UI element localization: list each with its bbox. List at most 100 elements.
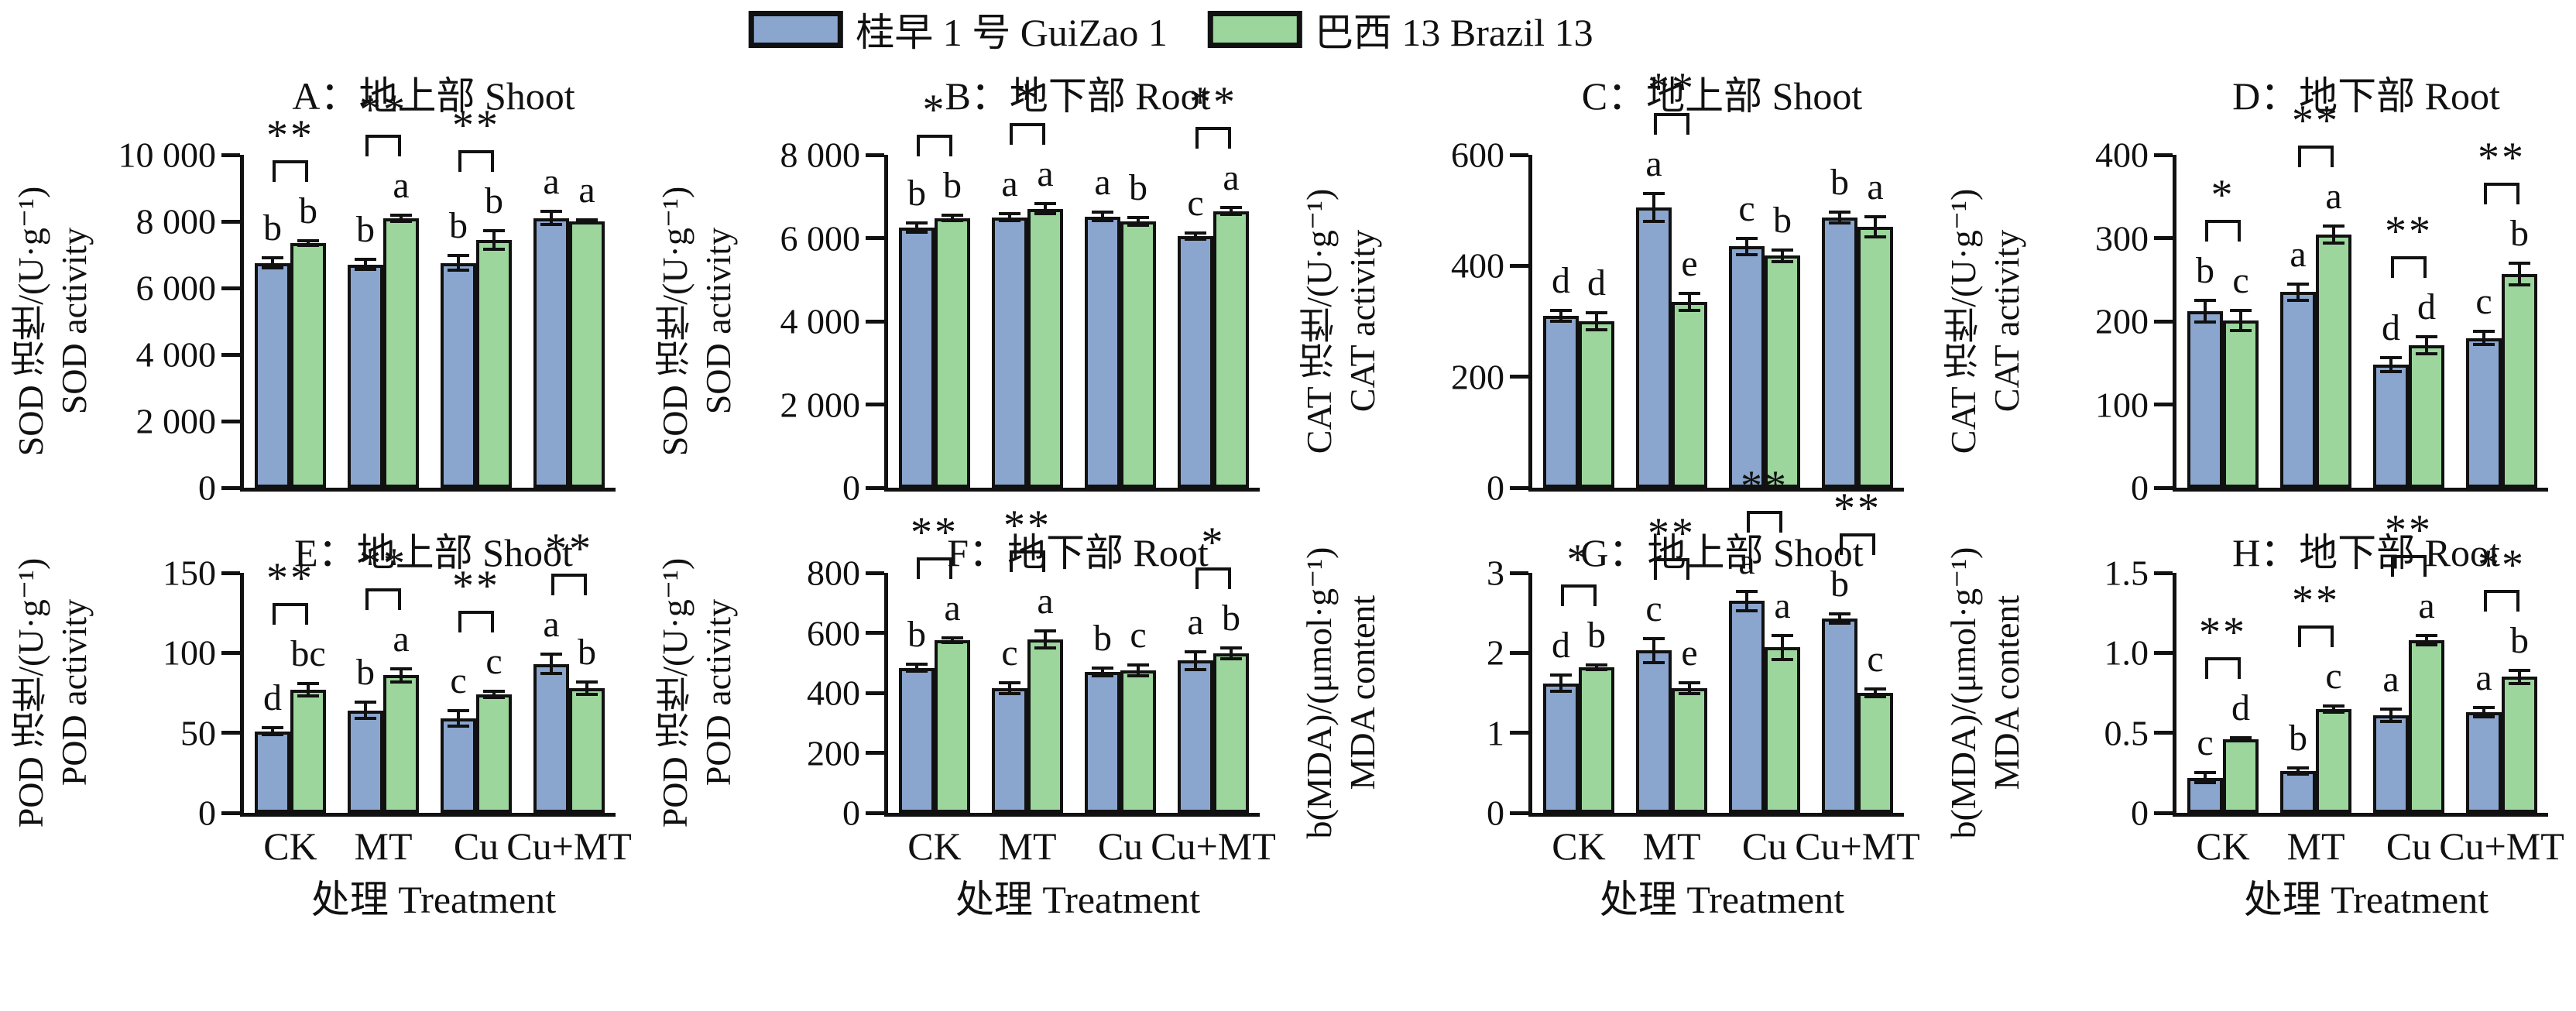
bar-guizao1 [1636,207,1672,488]
error-bar [915,664,918,672]
y-tick-label: 2 000 [135,401,217,441]
sig-bracket [1840,533,1875,536]
error-bar-cap [1127,223,1149,227]
y-tick [2154,236,2173,240]
sig-letter: a [1738,540,1755,582]
sig-letter: a [2418,584,2435,626]
y-tick-label: 6 000 [780,218,861,258]
sig-bracket-leg [2391,256,2394,279]
error-bar [1230,207,1233,215]
error-bar [1194,232,1197,240]
error-bar-cap [1550,673,1572,677]
error-bar-cap [1220,213,1242,217]
bar-guizao1 [533,663,569,813]
sig-bracket-leg [2331,625,2334,647]
y-axis-label-en: POD activity [698,599,739,787]
panel-title: D：地下部 Root [2232,74,2500,118]
y-tick-label: 0 [842,468,860,508]
y-tick-label: 0 [1487,793,1504,833]
sig-letter: b [263,207,282,249]
error-bar-cap [390,680,412,684]
sig-letter: c [2197,722,2214,764]
sig-stars: ** [2292,97,2340,146]
y-tick [866,811,884,815]
y-tick [221,419,240,423]
error-bar-cap [1736,608,1758,612]
error-bar-cap [355,268,376,272]
sig-bracket [551,574,587,577]
y-tick [866,571,884,575]
error-bar-cap [2380,356,2402,360]
panel-C: C：地上部 Shoot CAT 活性/(U·g⁻¹) CAT activity … [1288,0,1932,508]
sig-stars: ** [1189,77,1237,126]
sig-stars: ** [2385,506,2433,554]
y-axis-label-cn: POD 活性/(U·g⁻¹) [11,557,50,828]
sig-bracket-leg [1042,550,1045,573]
error-bar-cap [2287,299,2309,303]
panel-title: H：地下部 Root [2232,531,2500,574]
bar-brazil13 [2316,708,2351,813]
bar-guizao1 [1729,246,1765,488]
sig-letter: a [2325,176,2342,218]
error-bar-cap [2473,329,2495,333]
sig-stars: ** [2199,608,2247,656]
sig-letter: c [1001,632,1018,674]
sig-letter: c [1130,614,1147,656]
sig-letter: b [2510,212,2529,254]
error-bar-cap [1034,646,1056,649]
error-bar-cap [1034,629,1056,633]
y-tick-label: 4 000 [135,334,217,375]
error-bar [1101,211,1104,221]
error-bar-cap [1679,692,1700,696]
bar-guizao1 [899,667,935,813]
y-tick-label: 0.5 [2104,713,2149,753]
sig-stars: ** [2478,133,2526,182]
error-bar [457,255,460,271]
error-bar-cap [576,221,598,224]
error-bar [307,683,310,697]
sig-stars: * [922,86,947,135]
sig-bracket-leg [1228,567,1231,589]
sig-bracket-leg [1593,584,1597,606]
error-bar-cap [1034,202,1056,206]
sig-bracket-leg [1042,123,1045,146]
error-bar-cap [1092,219,1113,223]
sig-stars: ** [911,509,959,557]
error-bar-cap [390,667,412,670]
error-bar [2239,310,2242,331]
error-bar [1652,194,1655,221]
x-tick-label: Cu [453,824,499,868]
sig-bracket [1654,113,1689,117]
error-bar-cap [448,254,469,258]
error-bar-cap [297,243,319,247]
error-bar-cap [262,732,283,736]
y-tick [221,219,240,224]
error-bar-cap [2416,643,2437,646]
sig-letter: b [907,173,926,214]
sig-bracket-leg [1010,123,1013,146]
sig-bracket-leg [2391,554,2394,577]
error-bar-cap [999,211,1020,215]
error-bar-cap [2509,283,2530,286]
bar-guizao1 [1178,235,1213,488]
x-tick-label: Cu+MT [506,824,632,868]
error-bar-cap [2323,241,2344,245]
y-tick-label: 0 [1487,468,1504,508]
error-bar-cap [2230,739,2252,742]
sig-bracket-leg [2298,625,2301,647]
error-bar-cap [483,689,505,693]
error-bar [1781,635,1784,660]
sig-letter: a [1037,581,1054,622]
y-axis-label-en: MDA content [1343,595,1383,790]
sig-bracket [2484,182,2519,186]
sig-bracket-leg [365,134,369,156]
y-tick-label: 0 [2131,793,2149,833]
y-tick-label: 200 [807,733,860,773]
sig-letter: a [543,161,560,203]
error-bar-cap [2230,735,2252,739]
error-bar-cap [390,213,412,217]
error-bar-cap [1127,663,1149,667]
sig-stars: ** [2292,576,2340,625]
sig-bracket [458,149,494,153]
error-bar-cap [1643,192,1665,196]
